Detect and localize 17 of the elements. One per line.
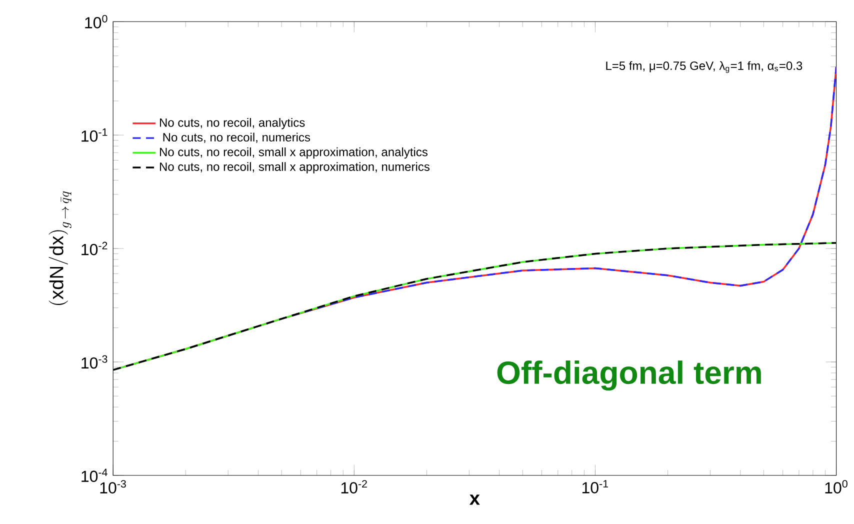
y-axis-title: $\mathrm{(xdN/dx)}_{g\,\rightarrow\,\bar{q}q}$ bbox=[48, 191, 72, 305]
annotation: L=5 fm, μ=0.75 GeV, λ$_{g}$=1 fm, α$_{s}$=0.3 bbox=[606, 61, 802, 73]
x-tick-label: 10$^{-2}$ bbox=[341, 480, 367, 494]
annotation: Off-diagonal term bbox=[497, 360, 761, 390]
legend-label: No cuts, no recoil, numerics bbox=[163, 132, 310, 143]
y-tick-label: 10$^{-2}$ bbox=[82, 242, 108, 256]
x-tick-label: 10$^{-3}$ bbox=[100, 480, 126, 494]
legend-label: No cuts, no recoil, small x approximation, analytics bbox=[160, 147, 428, 158]
y-tick-label: 10$^{-1}$ bbox=[82, 128, 108, 142]
x-tick-label: 10$^{-1}$ bbox=[582, 480, 608, 494]
x-tick-label: 10$^{0}$ bbox=[825, 480, 848, 494]
y-tick-label: 10$^{-4}$ bbox=[82, 468, 108, 482]
y-tick-label: 10$^{0}$ bbox=[85, 14, 108, 28]
x-axis-title: x bbox=[469, 494, 480, 505]
legend-label: No cuts, no recoil, small x approximation, numerics bbox=[160, 162, 430, 174]
legend-label: No cuts, no recoil, analytics bbox=[160, 118, 305, 130]
y-tick-label: 10$^{-3}$ bbox=[82, 355, 108, 368]
